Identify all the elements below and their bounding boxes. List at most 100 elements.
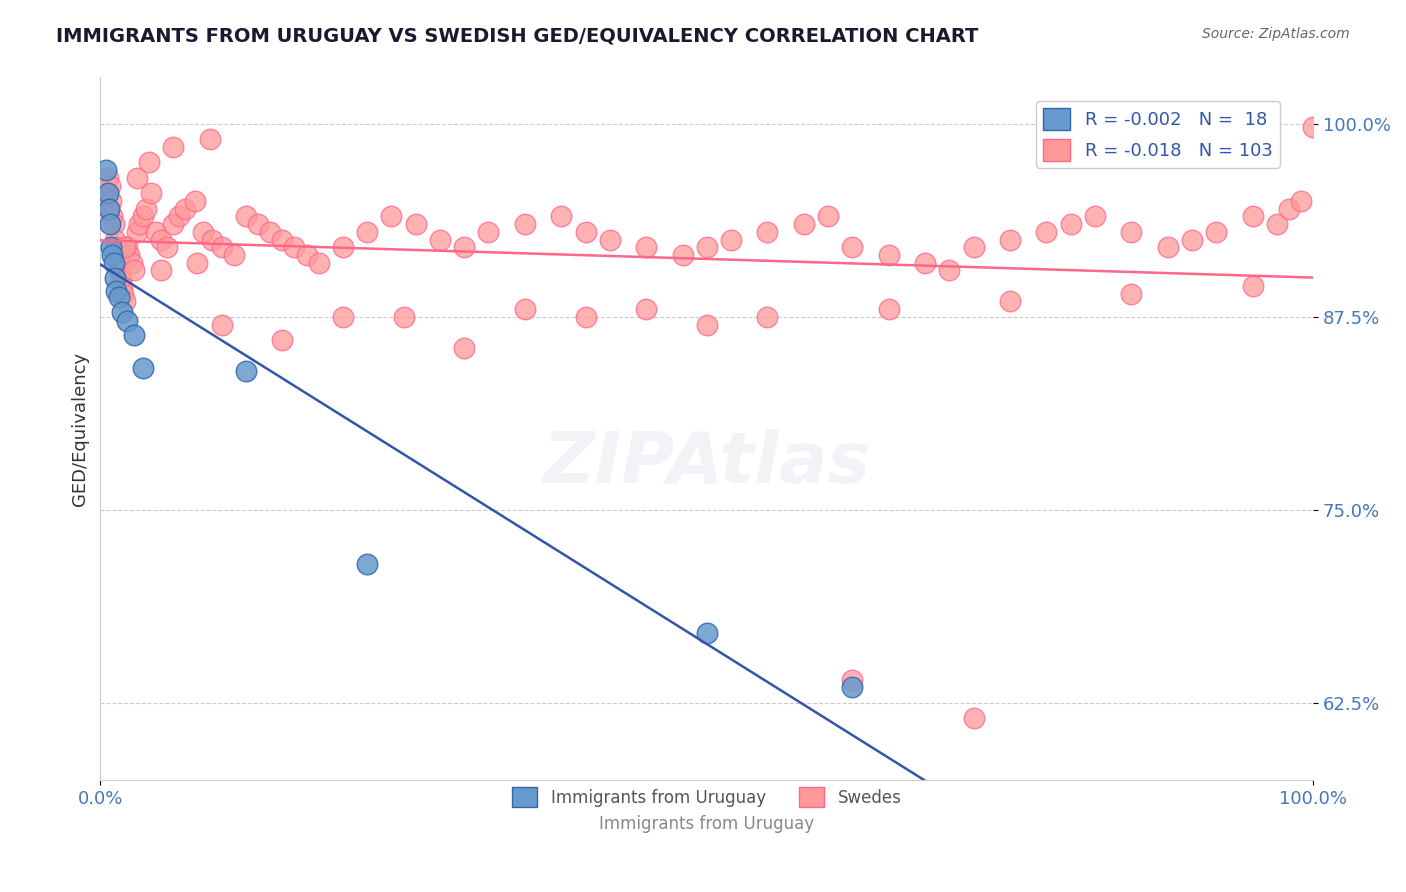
Text: Immigrants from Uruguay: Immigrants from Uruguay <box>599 815 814 833</box>
Point <box>963 711 986 725</box>
Point <box>841 240 863 254</box>
Point <box>696 240 718 254</box>
Point <box>112 286 135 301</box>
Point <box>105 248 128 262</box>
Text: Source: ZipAtlas.com: Source: ZipAtlas.com <box>1202 27 1350 41</box>
Point <box>636 301 658 316</box>
Point <box>150 263 173 277</box>
Point <box>513 217 536 231</box>
Point <box>128 217 150 231</box>
Point <box>332 240 354 254</box>
Point <box>125 170 148 185</box>
Point <box>793 217 815 231</box>
Point <box>97 170 120 185</box>
Point <box>295 248 318 262</box>
Point <box>841 673 863 687</box>
Point <box>107 290 129 304</box>
Point <box>356 557 378 571</box>
Point <box>97 186 120 201</box>
Point <box>247 217 270 231</box>
Point <box>167 210 190 224</box>
Point <box>198 132 221 146</box>
Point <box>1060 217 1083 231</box>
Point <box>103 217 125 231</box>
Point <box>211 240 233 254</box>
Text: IMMIGRANTS FROM URUGUAY VS SWEDISH GED/EQUIVALENCY CORRELATION CHART: IMMIGRANTS FROM URUGUAY VS SWEDISH GED/E… <box>56 27 979 45</box>
Point <box>98 217 121 231</box>
Point <box>356 225 378 239</box>
Point <box>271 233 294 247</box>
Point <box>513 301 536 316</box>
Point <box>193 225 215 239</box>
Point <box>756 225 779 239</box>
Point <box>914 256 936 270</box>
Point <box>103 256 125 270</box>
Point <box>186 256 208 270</box>
Point <box>283 240 305 254</box>
Point <box>963 240 986 254</box>
Point <box>1241 279 1264 293</box>
Point <box>132 210 155 224</box>
Point <box>108 263 131 277</box>
Point <box>107 256 129 270</box>
Point <box>156 240 179 254</box>
Point <box>150 233 173 247</box>
Point <box>114 240 136 254</box>
Point <box>115 314 138 328</box>
Point <box>114 294 136 309</box>
Point <box>477 225 499 239</box>
Point <box>405 217 427 231</box>
Point <box>222 248 245 262</box>
Point <box>877 248 900 262</box>
Point <box>124 263 146 277</box>
Point <box>162 140 184 154</box>
Point <box>125 225 148 239</box>
Point <box>101 210 124 224</box>
Point <box>636 240 658 254</box>
Point <box>938 263 960 277</box>
Point <box>574 310 596 324</box>
Point <box>145 225 167 239</box>
Point <box>135 202 157 216</box>
Point <box>453 240 475 254</box>
Point <box>111 279 134 293</box>
Point <box>98 178 121 193</box>
Point <box>101 248 124 262</box>
Point <box>841 681 863 695</box>
Point <box>599 233 621 247</box>
Point <box>118 248 141 262</box>
Point <box>96 163 118 178</box>
Point <box>115 240 138 254</box>
Point <box>1035 225 1057 239</box>
Point <box>392 310 415 324</box>
Point <box>121 256 143 270</box>
Point <box>429 233 451 247</box>
Point <box>1241 210 1264 224</box>
Point <box>1157 240 1180 254</box>
Point <box>184 194 207 208</box>
Point <box>110 271 132 285</box>
Point <box>671 248 693 262</box>
Point <box>162 217 184 231</box>
Point <box>235 210 257 224</box>
Point <box>105 240 128 254</box>
Point <box>235 364 257 378</box>
Point <box>696 626 718 640</box>
Point <box>574 225 596 239</box>
Point <box>132 360 155 375</box>
Point <box>100 194 122 208</box>
Point <box>550 210 572 224</box>
Point <box>104 233 127 247</box>
Point <box>259 225 281 239</box>
Point <box>124 328 146 343</box>
Point <box>817 210 839 224</box>
Point <box>141 186 163 201</box>
Point <box>332 310 354 324</box>
Point <box>96 186 118 201</box>
Point <box>380 210 402 224</box>
Text: ZIPAtlas: ZIPAtlas <box>543 429 872 499</box>
Point <box>1289 194 1312 208</box>
Point <box>1121 225 1143 239</box>
Point <box>271 333 294 347</box>
Point <box>998 294 1021 309</box>
